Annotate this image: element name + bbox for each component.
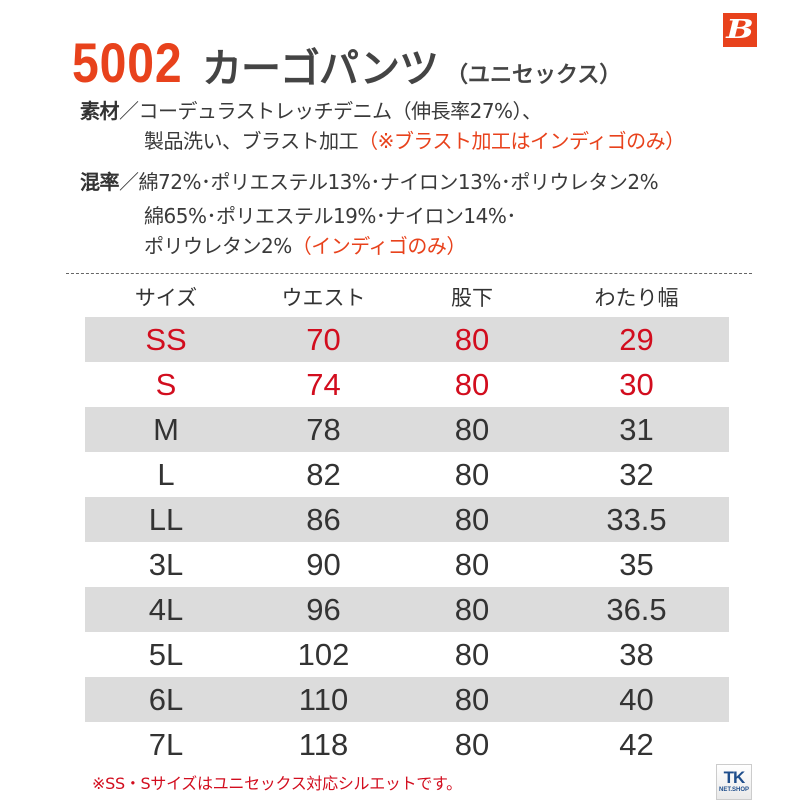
cell-thigh: 32	[619, 456, 654, 492]
cell-waist: 86	[306, 501, 341, 537]
shop-logo: TK NET.SHOP	[716, 764, 752, 800]
brand-logo-letter: B	[726, 15, 754, 45]
table-row: 4L 96 80 36.5	[85, 587, 729, 632]
table-row: S 74 80 30	[85, 362, 729, 407]
blend-label: 混率	[80, 170, 120, 194]
cell-inseam: 80	[454, 591, 490, 627]
cell-waist: 74	[306, 366, 341, 402]
cell-size: 4L	[148, 591, 184, 627]
material-note: （※ブラスト加工はインディゴのみ）	[358, 129, 685, 153]
footnote: ※SS・Sサイズはユニセックス対応シルエットです。	[92, 774, 462, 793]
shop-logo-main: TK	[723, 768, 746, 787]
cell-inseam: 80	[454, 546, 490, 582]
material-spec: 素材／コーデュラストレッチデニム（伸長率27%）、 製品洗い、ブラスト加工（※ブ…	[80, 96, 685, 156]
cell-thigh: 33.5	[606, 501, 667, 537]
cell-size: SS	[145, 321, 187, 357]
cell-size: 7L	[148, 726, 184, 762]
cell-inseam: 80	[454, 726, 490, 762]
table-row: M 78 80 31	[85, 407, 729, 452]
cell-waist: 102	[297, 636, 350, 672]
cell-size: M	[153, 411, 179, 447]
cell-waist: 96	[306, 591, 341, 627]
header-inseam: 股下	[451, 286, 493, 310]
material-line-1: 素材／コーデュラストレッチデニム（伸長率27%）、	[80, 96, 685, 126]
cell-inseam: 80	[454, 366, 490, 402]
cell-waist: 90	[306, 546, 341, 582]
dashed-divider	[66, 273, 752, 274]
cell-waist: 110	[298, 681, 349, 717]
table-row: LL 86 80 33.5	[85, 497, 729, 542]
table-row: 5L 102 80 38	[85, 632, 729, 677]
cell-inseam: 80	[454, 636, 490, 672]
blend-separator: ／	[119, 170, 139, 194]
material-text-1: コーデュラストレッチデニム（伸長率27%）、	[138, 99, 543, 123]
header-waist: ウエスト	[281, 286, 366, 310]
blend-text-3: ポリウレタン2%	[144, 234, 292, 258]
cell-thigh: 29	[619, 321, 654, 357]
blend-spec: 混率／綿72%･ポリエステル13%･ナイロン13%･ポリウレタン2% 綿65%･…	[80, 167, 659, 261]
cell-waist: 78	[306, 411, 341, 447]
header-size: サイズ	[134, 286, 198, 310]
table-row: 3L 90 80 35	[85, 542, 729, 587]
product-number: 5002	[72, 31, 183, 94]
cell-size: L	[157, 456, 175, 492]
cell-size: 5L	[148, 636, 184, 672]
material-separator: ／	[119, 99, 139, 123]
cell-thigh: 36.5	[606, 591, 667, 627]
cell-size: S	[155, 366, 177, 402]
cell-inseam: 80	[454, 411, 490, 447]
material-line-2: 製品洗い、ブラスト加工（※ブラスト加工はインディゴのみ）	[80, 126, 685, 156]
cell-thigh: 31	[619, 411, 654, 447]
table-row: SS 70 80 29	[85, 317, 729, 362]
table-row: L 82 80 32	[85, 452, 729, 497]
cell-waist: 70	[306, 321, 341, 357]
table-row: 7L 118 80 42	[85, 722, 729, 767]
cell-thigh: 38	[619, 636, 654, 672]
cell-size: 3L	[148, 546, 184, 582]
product-subtitle: （ユニセックス）	[446, 63, 622, 88]
cell-size: LL	[148, 501, 184, 537]
cell-inseam: 80	[454, 321, 490, 357]
blend-text-2: 綿65%･ポリエステル19%･ナイロン14%･	[144, 204, 516, 228]
material-label: 素材	[80, 99, 120, 123]
cell-inseam: 80	[454, 681, 490, 717]
cell-waist: 82	[306, 456, 341, 492]
blend-line-2: 綿65%･ポリエステル19%･ナイロン14%･	[80, 201, 658, 231]
cell-waist: 118	[298, 726, 349, 762]
blend-text-1: 綿72%･ポリエステル13%･ナイロン13%･ポリウレタン2%	[138, 170, 659, 194]
cell-size: 6L	[148, 681, 184, 717]
blend-note: （インディゴのみ）	[291, 234, 467, 258]
cell-thigh: 35	[619, 546, 654, 582]
material-text-2: 製品洗い、ブラスト加工	[144, 129, 359, 153]
size-table-header: サイズ ウエスト 股下 わたり幅	[85, 278, 729, 316]
size-table-body: SS 70 80 29 S 74 80 30 M 78 80 31 L 82 8…	[85, 317, 729, 767]
cell-thigh: 40	[619, 681, 654, 717]
shop-logo-sub: NET.SHOP	[718, 787, 749, 793]
blend-line-1: 混率／綿72%･ポリエステル13%･ナイロン13%･ポリウレタン2%	[80, 167, 659, 197]
cell-thigh: 42	[619, 726, 654, 762]
brand-logo: B	[723, 13, 757, 47]
header-thigh: わたり幅	[594, 286, 679, 310]
product-name: カーゴパンツ	[202, 46, 439, 92]
cell-inseam: 80	[454, 501, 490, 537]
blend-line-3: ポリウレタン2%（インディゴのみ）	[80, 231, 658, 261]
table-row: 6L 110 80 40	[85, 677, 729, 722]
cell-inseam: 80	[454, 456, 490, 492]
product-title: 5002 カーゴパンツ （ユニセックス）	[72, 30, 622, 94]
cell-thigh: 30	[619, 366, 654, 402]
